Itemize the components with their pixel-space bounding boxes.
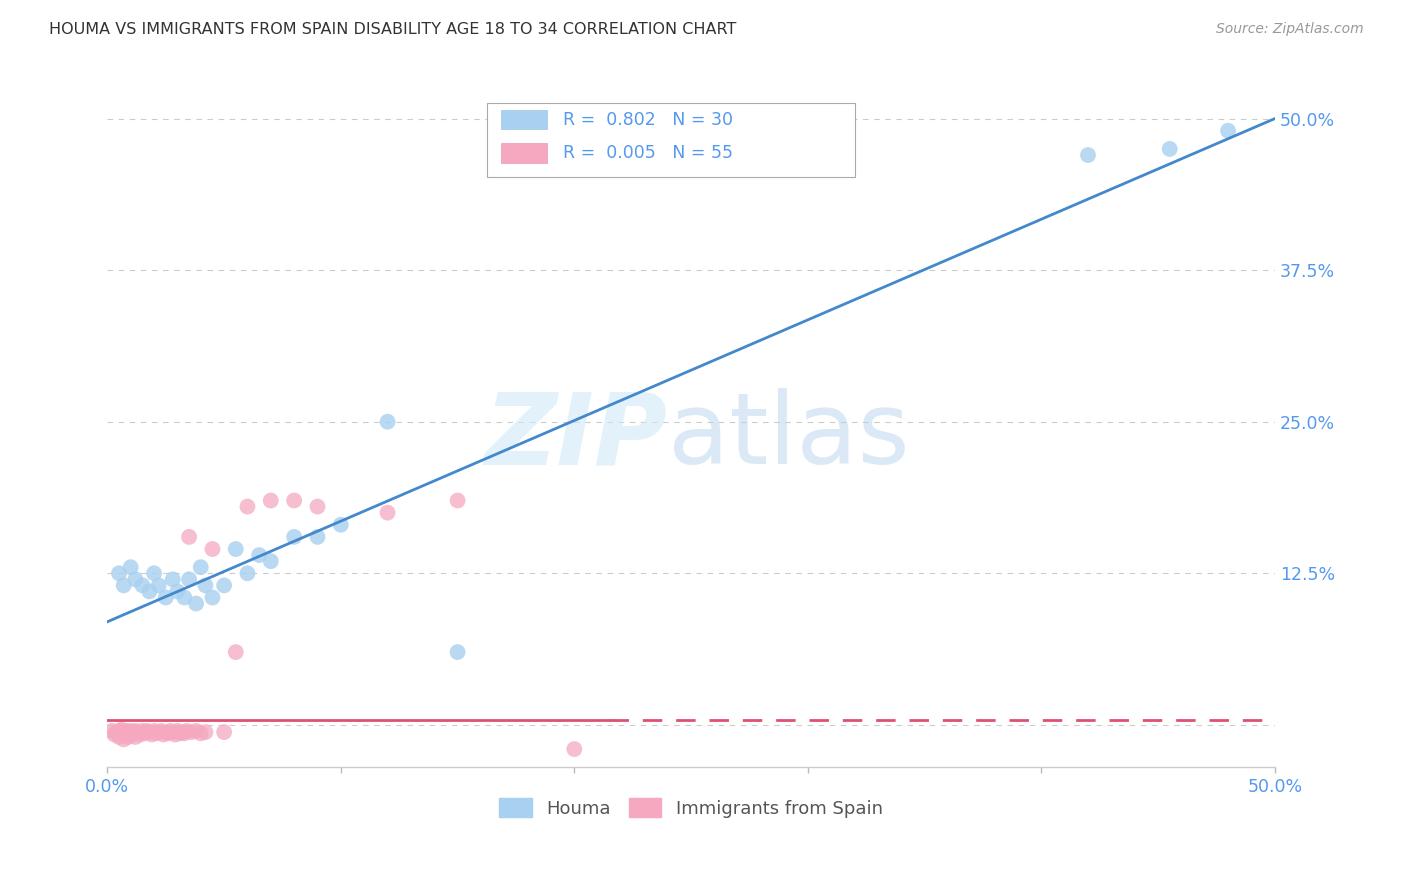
Point bbox=[260, 493, 283, 508]
Point bbox=[212, 578, 235, 592]
Point bbox=[173, 726, 195, 740]
Point bbox=[180, 725, 202, 739]
Point bbox=[103, 727, 125, 741]
Point bbox=[108, 723, 131, 738]
Point bbox=[184, 597, 207, 611]
Point bbox=[157, 726, 180, 740]
Point bbox=[145, 726, 167, 740]
Point bbox=[169, 726, 191, 740]
Point bbox=[446, 493, 468, 508]
Point bbox=[148, 725, 170, 739]
Point bbox=[166, 723, 188, 738]
Point bbox=[122, 726, 145, 740]
Point bbox=[184, 723, 207, 738]
Point bbox=[138, 725, 160, 739]
Point bbox=[201, 541, 224, 556]
Point bbox=[129, 727, 152, 741]
Point bbox=[112, 732, 135, 747]
FancyBboxPatch shape bbox=[501, 110, 547, 129]
Point bbox=[236, 566, 259, 581]
Point bbox=[117, 725, 139, 739]
Point bbox=[108, 566, 131, 581]
Point bbox=[159, 723, 181, 738]
Point bbox=[165, 727, 187, 741]
Point bbox=[120, 727, 142, 741]
Point bbox=[377, 506, 399, 520]
Point bbox=[115, 727, 138, 741]
Point bbox=[1077, 148, 1099, 162]
Text: ZIP: ZIP bbox=[485, 388, 668, 485]
Text: Source: ZipAtlas.com: Source: ZipAtlas.com bbox=[1216, 22, 1364, 37]
Legend: Houma, Immigrants from Spain: Houma, Immigrants from Spain bbox=[492, 791, 890, 825]
Point bbox=[177, 572, 200, 586]
Point bbox=[177, 530, 200, 544]
Point bbox=[143, 566, 166, 581]
Point bbox=[212, 725, 235, 739]
Point bbox=[138, 584, 160, 599]
Point bbox=[283, 530, 305, 544]
Point bbox=[190, 560, 212, 574]
Point bbox=[150, 723, 173, 738]
Point bbox=[101, 723, 124, 738]
Point bbox=[141, 727, 163, 741]
Point bbox=[173, 591, 195, 605]
Point bbox=[120, 560, 142, 574]
Point bbox=[124, 572, 146, 586]
Point bbox=[117, 730, 139, 744]
Point bbox=[166, 584, 188, 599]
Point bbox=[236, 500, 259, 514]
Text: R =  0.802   N = 30: R = 0.802 N = 30 bbox=[562, 111, 733, 128]
Point bbox=[148, 578, 170, 592]
Point bbox=[1159, 142, 1181, 156]
Point bbox=[162, 725, 184, 739]
Point bbox=[134, 726, 156, 740]
Point bbox=[112, 578, 135, 592]
Point bbox=[124, 723, 146, 738]
Point bbox=[260, 554, 283, 568]
Point bbox=[120, 723, 142, 738]
Point bbox=[190, 726, 212, 740]
Point bbox=[131, 578, 153, 592]
Point bbox=[105, 725, 128, 739]
Point bbox=[283, 493, 305, 508]
Point bbox=[124, 730, 146, 744]
Point bbox=[108, 730, 131, 744]
Point bbox=[110, 726, 132, 740]
FancyBboxPatch shape bbox=[486, 103, 855, 177]
Point bbox=[155, 725, 177, 739]
Point bbox=[143, 723, 166, 738]
Point bbox=[155, 591, 177, 605]
Point bbox=[329, 517, 352, 532]
Text: R =  0.005   N = 55: R = 0.005 N = 55 bbox=[562, 144, 733, 161]
Point bbox=[112, 725, 135, 739]
FancyBboxPatch shape bbox=[501, 143, 547, 162]
Point bbox=[225, 541, 247, 556]
Point bbox=[176, 723, 198, 738]
Point bbox=[562, 742, 585, 756]
Point bbox=[1216, 124, 1239, 138]
Point bbox=[225, 645, 247, 659]
Point bbox=[170, 725, 193, 739]
Point bbox=[194, 578, 217, 592]
Point bbox=[247, 548, 270, 562]
Text: HOUMA VS IMMIGRANTS FROM SPAIN DISABILITY AGE 18 TO 34 CORRELATION CHART: HOUMA VS IMMIGRANTS FROM SPAIN DISABILIT… bbox=[49, 22, 737, 37]
Point bbox=[131, 723, 153, 738]
Point bbox=[446, 645, 468, 659]
Point bbox=[127, 725, 149, 739]
Point bbox=[377, 415, 399, 429]
Text: atlas: atlas bbox=[668, 388, 910, 485]
Point bbox=[201, 591, 224, 605]
Point bbox=[162, 572, 184, 586]
Point bbox=[194, 725, 217, 739]
Point bbox=[136, 723, 159, 738]
Point bbox=[110, 723, 132, 737]
Point bbox=[152, 727, 174, 741]
Point bbox=[115, 723, 138, 738]
Point bbox=[307, 530, 329, 544]
Point bbox=[307, 500, 329, 514]
